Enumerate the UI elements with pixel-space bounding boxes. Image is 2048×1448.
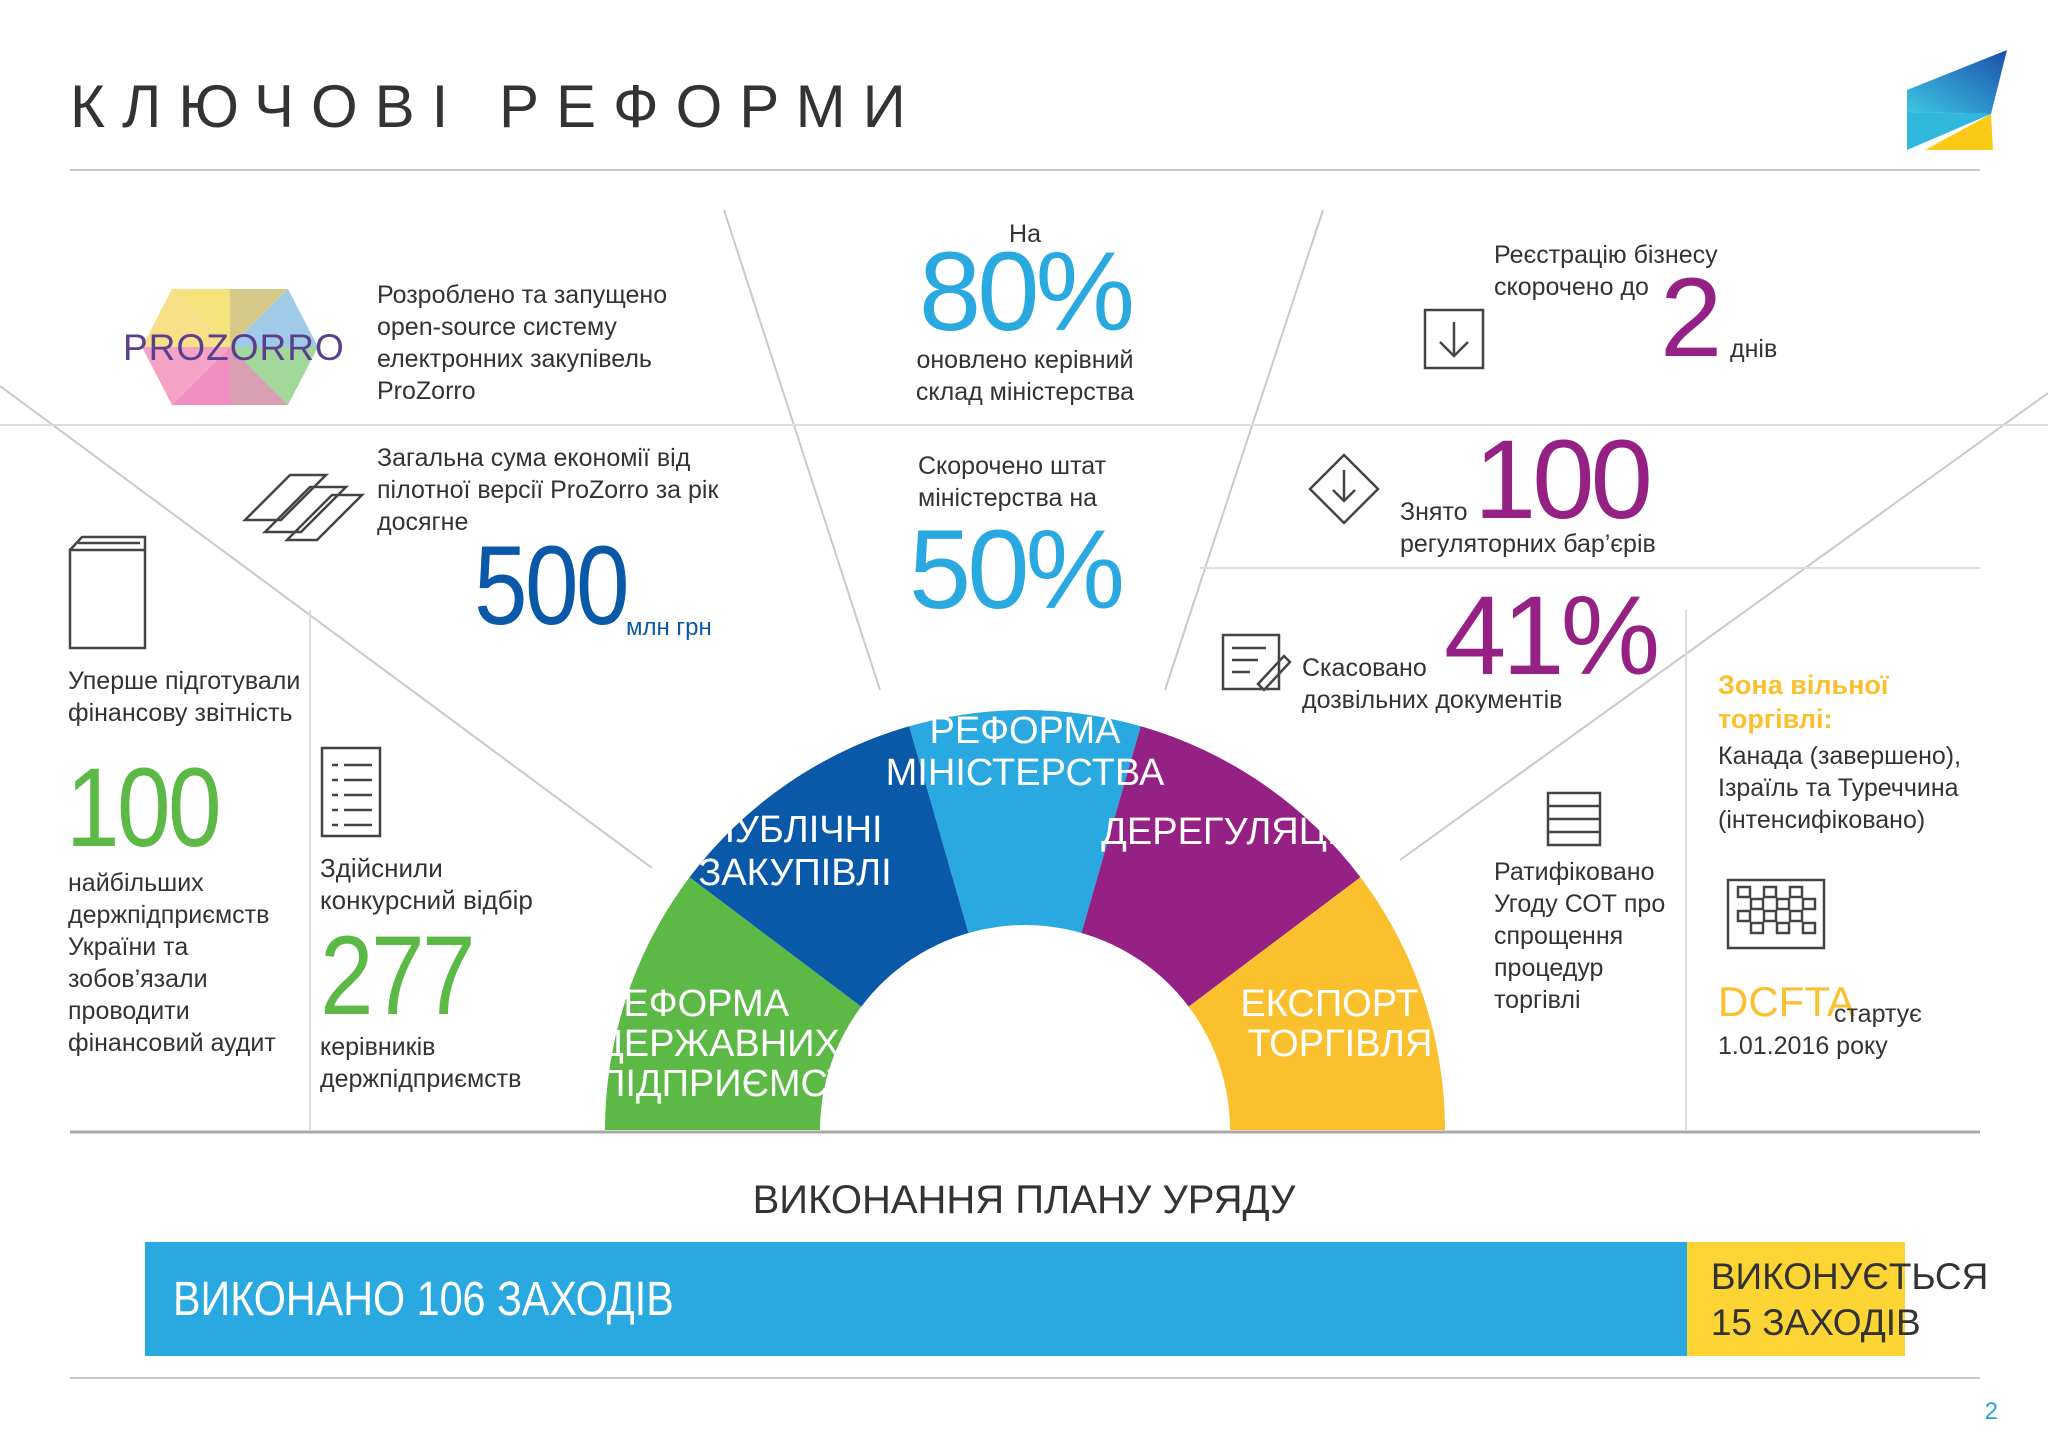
table-document-icon xyxy=(1546,791,1602,847)
sector-ministry xyxy=(909,710,1141,1130)
wto-description: Ратифіковано Угоду СОТ про спрощення про… xyxy=(1494,858,1666,1014)
plan-done-label: ВИКОНАНО 106 ЗАХОДІВ xyxy=(173,1273,674,1326)
ministry-pre: На xyxy=(1009,220,1041,248)
edit-document-icon xyxy=(1221,633,1292,692)
logo-icon xyxy=(1907,50,2007,150)
sector-label-export-2: ТОРГІВЛЯ xyxy=(1248,1023,1433,1065)
selection-caption: керівників держпідприємств xyxy=(320,1033,522,1093)
barriers-pre: Знято xyxy=(1400,498,1468,526)
plan-progress-bar: ВИКОНАНО 106 ЗАХОДІВ ВИКОНУЄТЬСЯ 15 ЗАХО… xyxy=(145,1242,1988,1356)
page-title: КЛЮЧОВІ РЕФОРМИ xyxy=(70,73,923,140)
report-book-icon xyxy=(68,535,147,650)
ftz-title: Зона вільної торгівлі: xyxy=(1718,670,1889,734)
barriers-value: 100 xyxy=(1474,417,1653,542)
sector-label-procurement: ПУБЛІЧНІ xyxy=(707,809,882,851)
ray-line xyxy=(723,209,881,691)
dcfta-label: DCFTA xyxy=(1718,978,1855,1025)
plan-title: ВИКОНАННЯ ПЛАНУ УРЯДУ xyxy=(752,1178,1296,1222)
sector-label-state-enterprises: РЕФОРМА xyxy=(598,983,790,1025)
ministry-staff-description: Скорочено штат міністерства на xyxy=(918,452,1107,512)
sector-label-export: ЕКСПОРТ І xyxy=(1240,983,1439,1025)
plan-progress-label-1: ВИКОНУЄТЬСЯ xyxy=(1710,1256,1989,1297)
sector-labels: РЕФОРМА ДЕРЖАВНИХ ПІДПРИЄМСТВ xyxy=(598,983,875,1105)
ray-line xyxy=(1399,392,2048,861)
savings-description: Загальна сума економії від пілотної верс… xyxy=(377,444,719,536)
plan-progress-label-2: 15 ЗАХОДІВ xyxy=(1710,1302,1921,1343)
savings-unit: млн грн xyxy=(626,614,712,641)
financial-value: 100 xyxy=(66,745,222,870)
sector-label-ministry: РЕФОРМА xyxy=(929,710,1121,752)
dcfta-date: 1.01.2016 року xyxy=(1718,1032,1888,1060)
ministry-staff-value: 50% xyxy=(908,507,1125,632)
page-number: 2 xyxy=(1984,1398,1998,1425)
savings-value: 500 xyxy=(474,523,630,648)
plan-done-segment: ВИКОНАНО 106 ЗАХОДІВ xyxy=(145,1242,1687,1356)
financial-caption: найбільших держпідприємств України та зо… xyxy=(68,869,276,1057)
dcfta-starts: стартує xyxy=(1834,1000,1922,1028)
sector-label-deregulation: ДЕРЕГУЛЯЦІЯ xyxy=(1101,811,1365,853)
ministry-renewed-caption: оновлено керівний склад міністерства xyxy=(915,346,1135,406)
sector-label-ministry-2: МІНІСТЕРСТВА xyxy=(886,752,1165,794)
sector-label-state-enterprises-3: ПІДПРИЄМСТВ xyxy=(598,1063,875,1105)
ray-line xyxy=(0,385,653,869)
permits-pre: Скасовано xyxy=(1302,654,1427,682)
prozorro-logo-icon xyxy=(142,289,318,405)
trade-grid-icon xyxy=(1726,878,1826,950)
list-document-icon xyxy=(320,746,382,838)
registration-unit: днів xyxy=(1730,335,1778,363)
permits-caption: дозвільних документів xyxy=(1302,686,1563,714)
sector-label-state-enterprises-2: ДЕРЖАВНИХ xyxy=(598,1023,840,1065)
selection-description: Здійснили конкурсний відбір xyxy=(320,853,533,915)
ray-line xyxy=(1164,209,1324,691)
diamond-down-icon xyxy=(1308,453,1380,525)
permits-value: 41% xyxy=(1444,573,1660,698)
plan-progress-segment: ВИКОНУЄТЬСЯ 15 ЗАХОДІВ xyxy=(1686,1242,1988,1356)
documents-stack-icon xyxy=(241,473,366,542)
sector-label-procurement-2: ЗАКУПІВЛІ xyxy=(698,852,891,894)
plan-progress-label: ВИКОНУЄТЬСЯ 15 ЗАХОДІВ xyxy=(1711,1254,1989,1346)
ftz-description: Канада (завершено), Ізраїль та Туреччина… xyxy=(1718,742,1962,834)
financial-description: Уперше підготували фінансову звітність xyxy=(68,667,301,727)
center-hole xyxy=(820,925,1230,1335)
registration-value: 2 xyxy=(1660,255,1723,380)
selection-value: 277 xyxy=(320,913,476,1038)
download-box-icon xyxy=(1423,308,1485,370)
prozorro-description: Розроблено та запущено open-source систе… xyxy=(377,281,668,405)
registration-description: Реєстрацію бізнесу скорочено до xyxy=(1494,241,1718,301)
ministry-renewed-value: 80% xyxy=(918,229,1135,354)
prozorro-logo-text: PROZORRO xyxy=(123,327,345,368)
barriers-caption: регуляторних бар’єрів xyxy=(1400,530,1656,558)
